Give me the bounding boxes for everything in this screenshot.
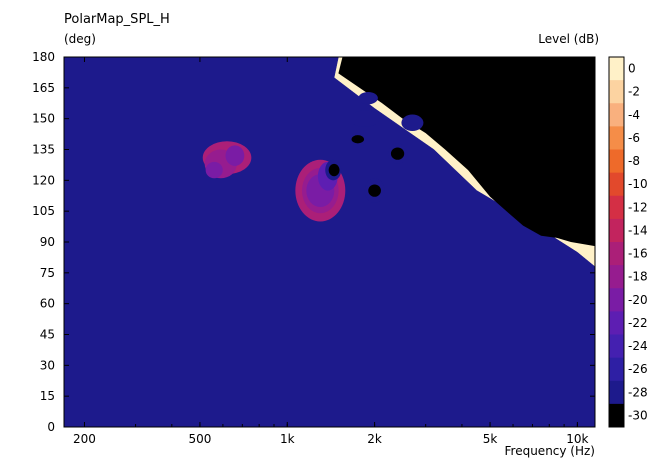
x-tick-label: 10k [566,432,588,446]
colorbar-label: -22 [628,316,648,330]
level-band-below-30 [338,57,595,247]
y-tick-label: 45 [40,328,55,342]
y-tick-label: 90 [40,235,55,249]
contour-island [390,147,405,160]
colorbar-label: -12 [628,200,648,214]
colorbar-swatch [609,380,624,405]
contour-island [225,145,245,166]
colorbar-swatch [609,80,624,104]
colorbar-swatch [609,218,624,243]
y-tick-label: 120 [32,173,55,187]
colorbar-label: -20 [628,293,648,307]
colorbar-swatch [609,288,624,312]
black-spot [577,59,595,76]
colorbar-frame [608,56,625,428]
colorbar: 0 -2 -4 -6 -8 -10 -12 -14 -16 -18 -20 -22 -24 -26 -28 -… [608,56,648,428]
colorbar-label: -16 [628,247,648,261]
axes: 0 15 30 45 60 75 90 105 120 135 150 165 180 200 500 1k 2… [32,50,596,446]
colorbar-swatch [609,195,624,220]
contour-island [328,163,340,177]
colorbar-swatch [609,242,624,266]
colorbar-label: -26 [628,362,648,376]
contour-island [358,91,378,105]
chart-title: PolarMap_SPL_H [64,12,170,27]
x-tick-label: 5k [483,432,498,446]
x-tick-label: 200 [73,432,96,446]
x-tick-label: 2k [367,432,382,446]
colorbar-label: -30 [628,408,648,422]
colorbar-label: -18 [628,270,648,284]
colorbar-swatch [609,334,624,359]
heatmap-area [64,57,595,427]
y-tick-label: 105 [32,204,55,218]
colorbar-label: -14 [628,223,648,237]
colorbar-label: -24 [628,339,648,353]
y-tick-label: 165 [32,81,55,95]
colorbar-swatch [609,126,624,150]
colorbar-label: -8 [628,154,640,168]
contour-island [351,135,365,144]
contour-island [349,110,380,127]
colorbar-unit: Level (dB) [538,32,599,46]
y-tick-label: 30 [40,358,55,372]
colorbar-label: 0 [628,62,636,76]
colorbar-swatch [609,57,624,81]
colorbar-swatch [609,357,624,382]
contour-island [205,161,223,179]
colorbar-label: -6 [628,131,640,145]
x-axis-unit: Frequency (Hz) [504,444,596,458]
contour-island [368,184,381,197]
black-spot [417,100,458,117]
colorbar-swatch [609,311,624,335]
x-tick-label: 500 [188,432,211,446]
colorbar-label: -10 [628,177,648,191]
y-tick-label: 60 [40,297,55,311]
colorbar-swatch [609,172,624,197]
colorbar-label: -4 [628,108,640,122]
contour-island [401,114,424,131]
colorbar-swatch [609,403,624,428]
y-tick-label: 150 [32,112,55,126]
x-tick-label: 1k [280,432,295,446]
black-spot [495,176,531,193]
y-tick-label: 75 [40,266,55,280]
colorbar-label: -2 [628,85,640,99]
y-axis-unit: (deg) [64,32,96,46]
y-tick-label: 180 [32,50,55,64]
colorbar-swatch [609,149,624,174]
colorbar-swatch [609,265,624,289]
colorbar-swatch [609,103,624,127]
y-tick-label: 135 [32,143,55,157]
y-tick-label: 0 [47,420,55,434]
colorbar-label: -28 [628,385,648,399]
y-tick-label: 15 [40,389,55,403]
